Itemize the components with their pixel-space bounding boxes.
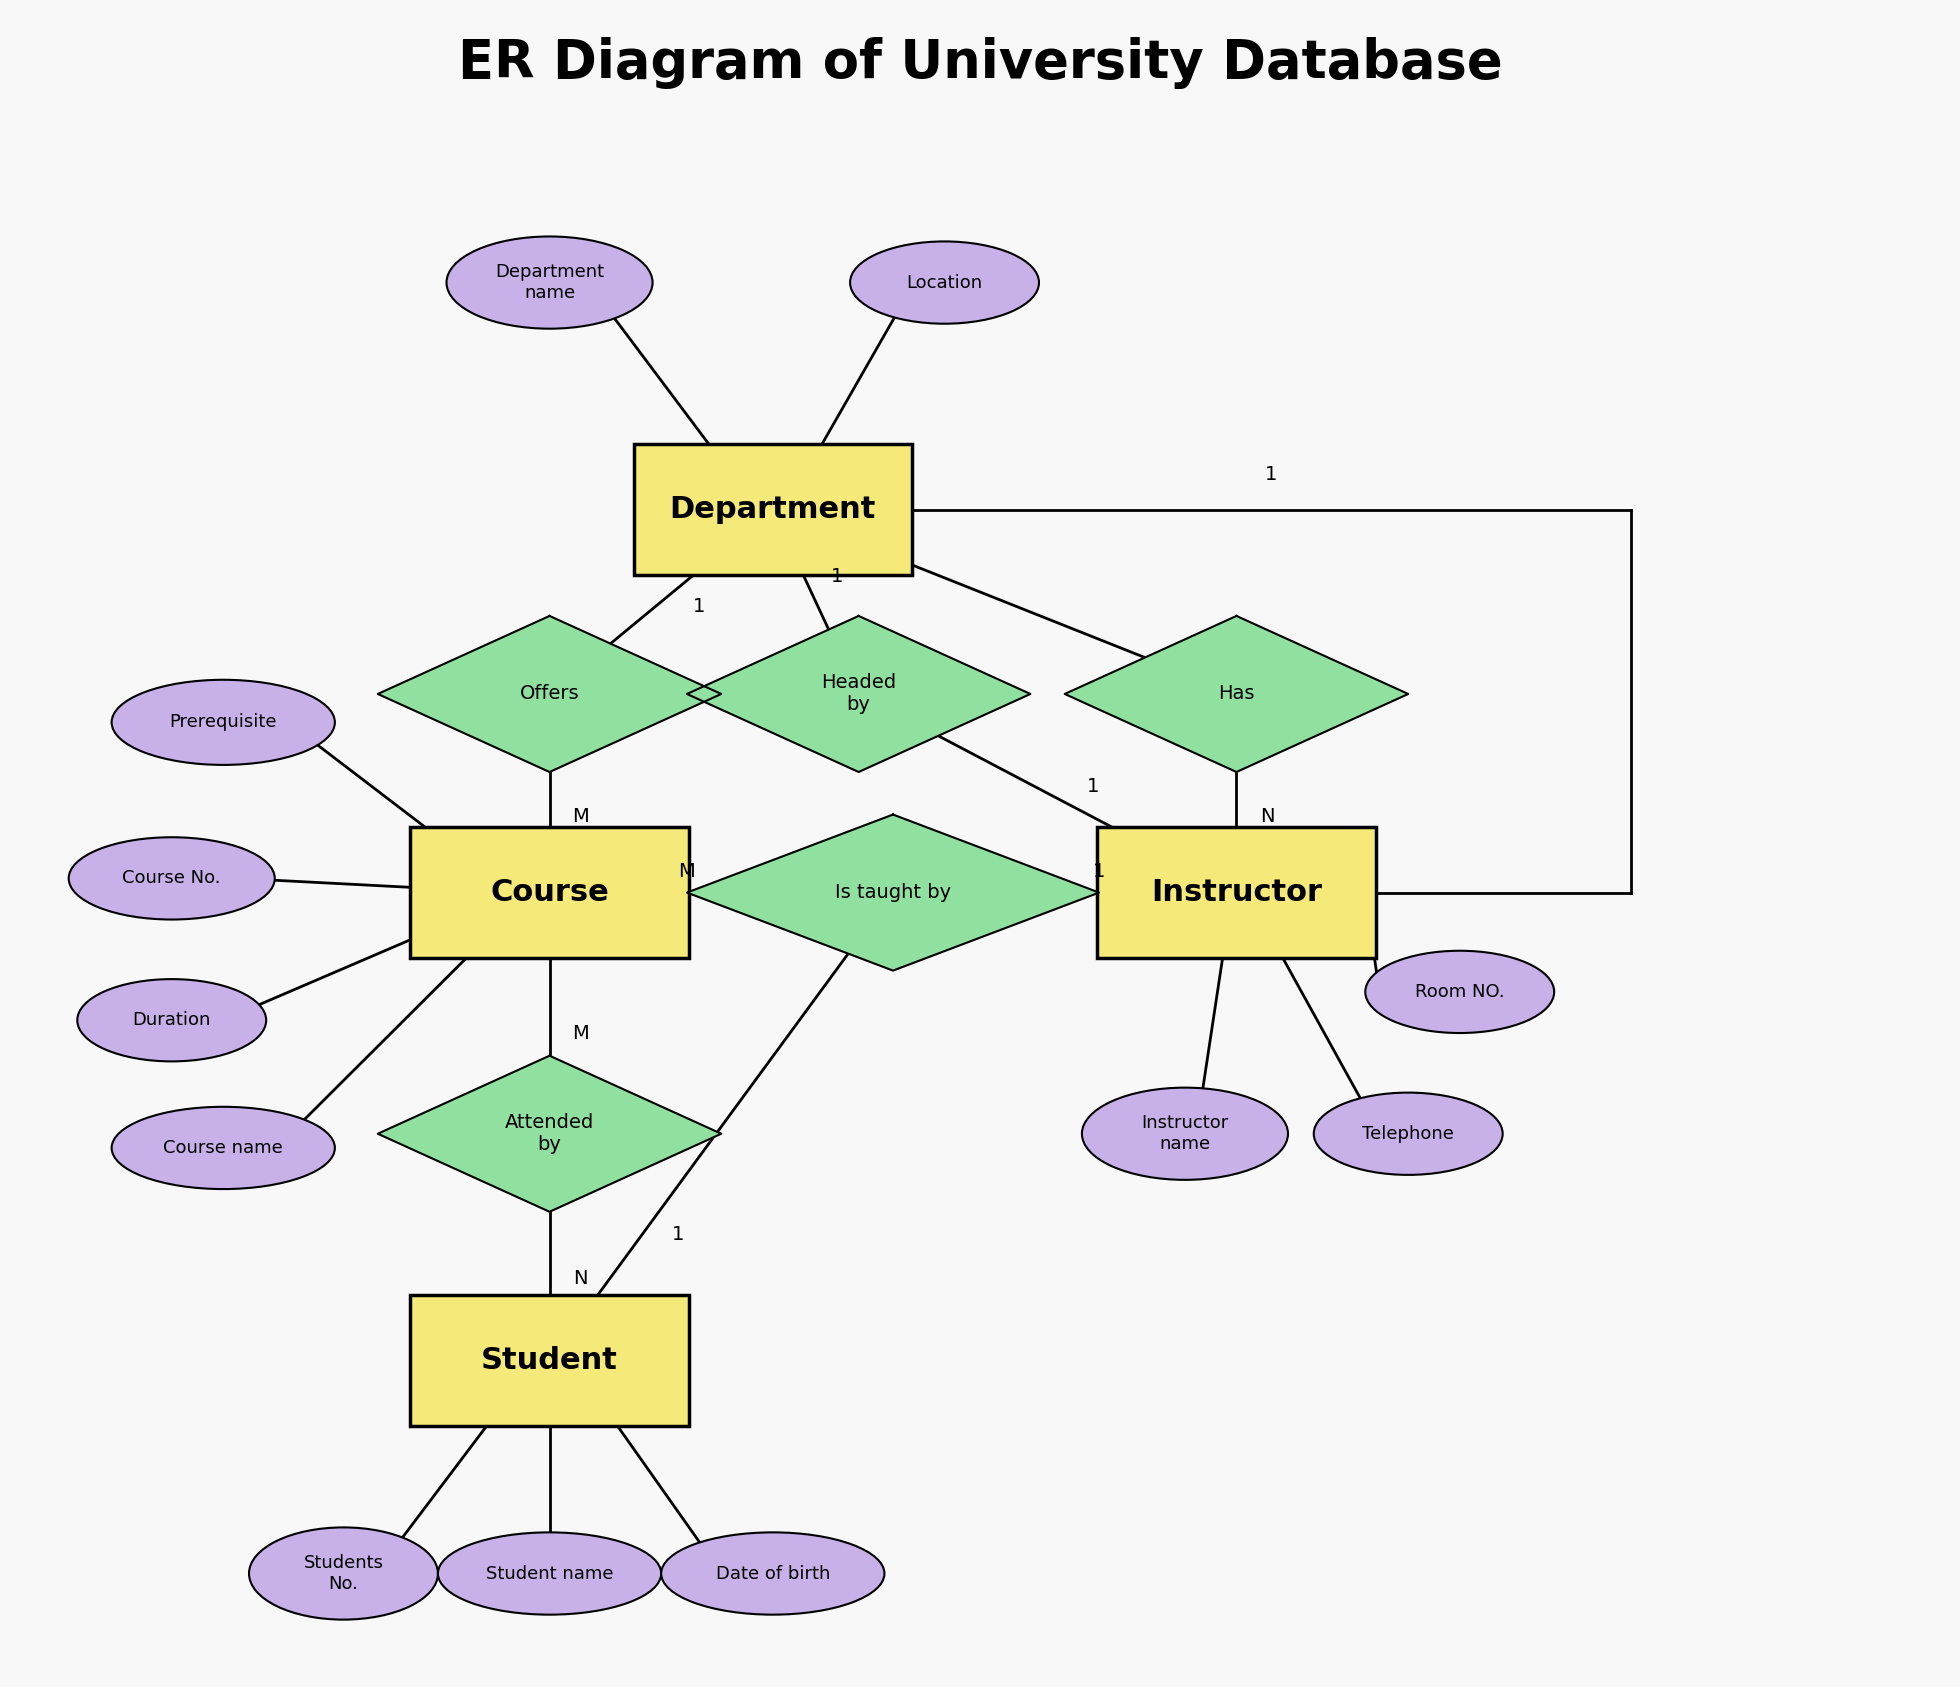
Text: Students
No.: Students No. — [304, 1554, 384, 1593]
Text: 1: 1 — [1264, 466, 1278, 484]
Polygon shape — [686, 815, 1100, 970]
FancyBboxPatch shape — [410, 1296, 688, 1426]
Text: Room NO.: Room NO. — [1415, 984, 1505, 1000]
Text: N: N — [572, 1269, 588, 1287]
Text: Has: Has — [1219, 685, 1254, 703]
Ellipse shape — [447, 236, 653, 329]
Text: Instructor
name: Instructor name — [1141, 1115, 1229, 1154]
Ellipse shape — [437, 1532, 661, 1614]
Ellipse shape — [249, 1527, 437, 1620]
Text: 1: 1 — [1094, 862, 1105, 881]
Text: Duration: Duration — [133, 1011, 212, 1029]
FancyBboxPatch shape — [1098, 827, 1376, 958]
Polygon shape — [378, 1056, 721, 1211]
Text: M: M — [572, 806, 588, 825]
Text: Course No.: Course No. — [122, 869, 221, 887]
Text: Attended
by: Attended by — [506, 1113, 594, 1154]
FancyBboxPatch shape — [633, 444, 911, 575]
Ellipse shape — [69, 837, 274, 919]
Text: 1: 1 — [692, 597, 706, 616]
Text: Offers: Offers — [519, 685, 580, 703]
Polygon shape — [378, 616, 721, 773]
Ellipse shape — [112, 1107, 335, 1189]
Text: Instructor: Instructor — [1151, 877, 1321, 908]
Text: Is taught by: Is taught by — [835, 882, 951, 903]
Text: Location: Location — [906, 273, 982, 292]
FancyBboxPatch shape — [410, 827, 688, 958]
Text: N: N — [1260, 806, 1274, 825]
Polygon shape — [1064, 616, 1407, 773]
Text: M: M — [678, 862, 696, 881]
Text: 1: 1 — [1086, 778, 1100, 796]
Text: 1: 1 — [672, 1225, 684, 1243]
Text: ER Diagram of University Database: ER Diagram of University Database — [459, 37, 1501, 89]
Ellipse shape — [1313, 1093, 1503, 1174]
Ellipse shape — [1366, 951, 1554, 1032]
Ellipse shape — [112, 680, 335, 764]
Ellipse shape — [851, 241, 1039, 324]
Text: Telephone: Telephone — [1362, 1125, 1454, 1142]
Text: Department: Department — [670, 494, 876, 525]
Text: Headed
by: Headed by — [821, 673, 896, 715]
Ellipse shape — [661, 1532, 884, 1614]
Text: Department
name: Department name — [496, 263, 604, 302]
Text: Student name: Student name — [486, 1564, 613, 1582]
Text: Date of birth: Date of birth — [715, 1564, 829, 1582]
Text: 1: 1 — [831, 567, 843, 585]
Text: Course name: Course name — [163, 1139, 282, 1157]
Ellipse shape — [76, 978, 267, 1061]
Text: Prerequisite: Prerequisite — [169, 714, 276, 732]
Ellipse shape — [1082, 1088, 1288, 1179]
Text: Course: Course — [490, 877, 610, 908]
Text: Student: Student — [480, 1346, 617, 1375]
Text: M: M — [572, 1024, 588, 1043]
Polygon shape — [686, 616, 1031, 773]
